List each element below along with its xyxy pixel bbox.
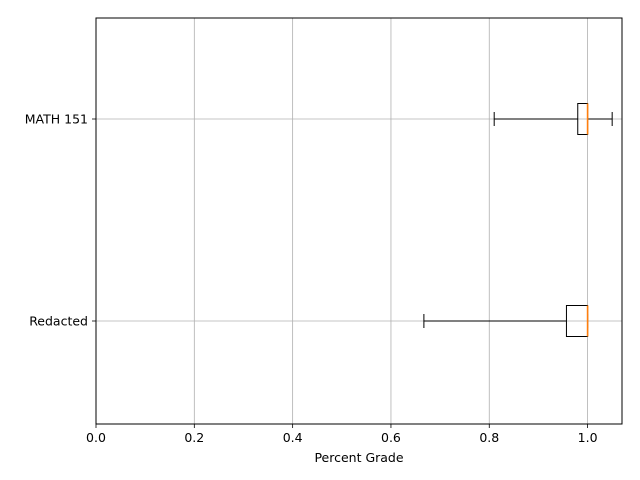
x-tick-label: 0.2 — [184, 430, 204, 445]
boxplot-item — [423, 305, 589, 337]
grid-layer — [95, 18, 622, 424]
x-tick-label: 0.8 — [479, 430, 499, 445]
x-tick-label: 1.0 — [578, 430, 598, 445]
box-layer — [423, 103, 613, 337]
x-tick-label: 0.6 — [381, 430, 401, 445]
tick-layer: 0.0 0.2 0.4 0.6 0.8 1.0 Redacted MATH 151 — [25, 112, 598, 446]
y-tick-label: Redacted — [29, 314, 88, 329]
x-tick-label: 0.0 — [86, 430, 106, 445]
plot-frame — [95, 17, 623, 425]
x-axis-label: Percent Grade — [314, 450, 403, 465]
y-tick-label: MATH 151 — [25, 112, 88, 127]
boxplot-item — [493, 103, 613, 135]
x-tick-label: 0.4 — [283, 430, 303, 445]
